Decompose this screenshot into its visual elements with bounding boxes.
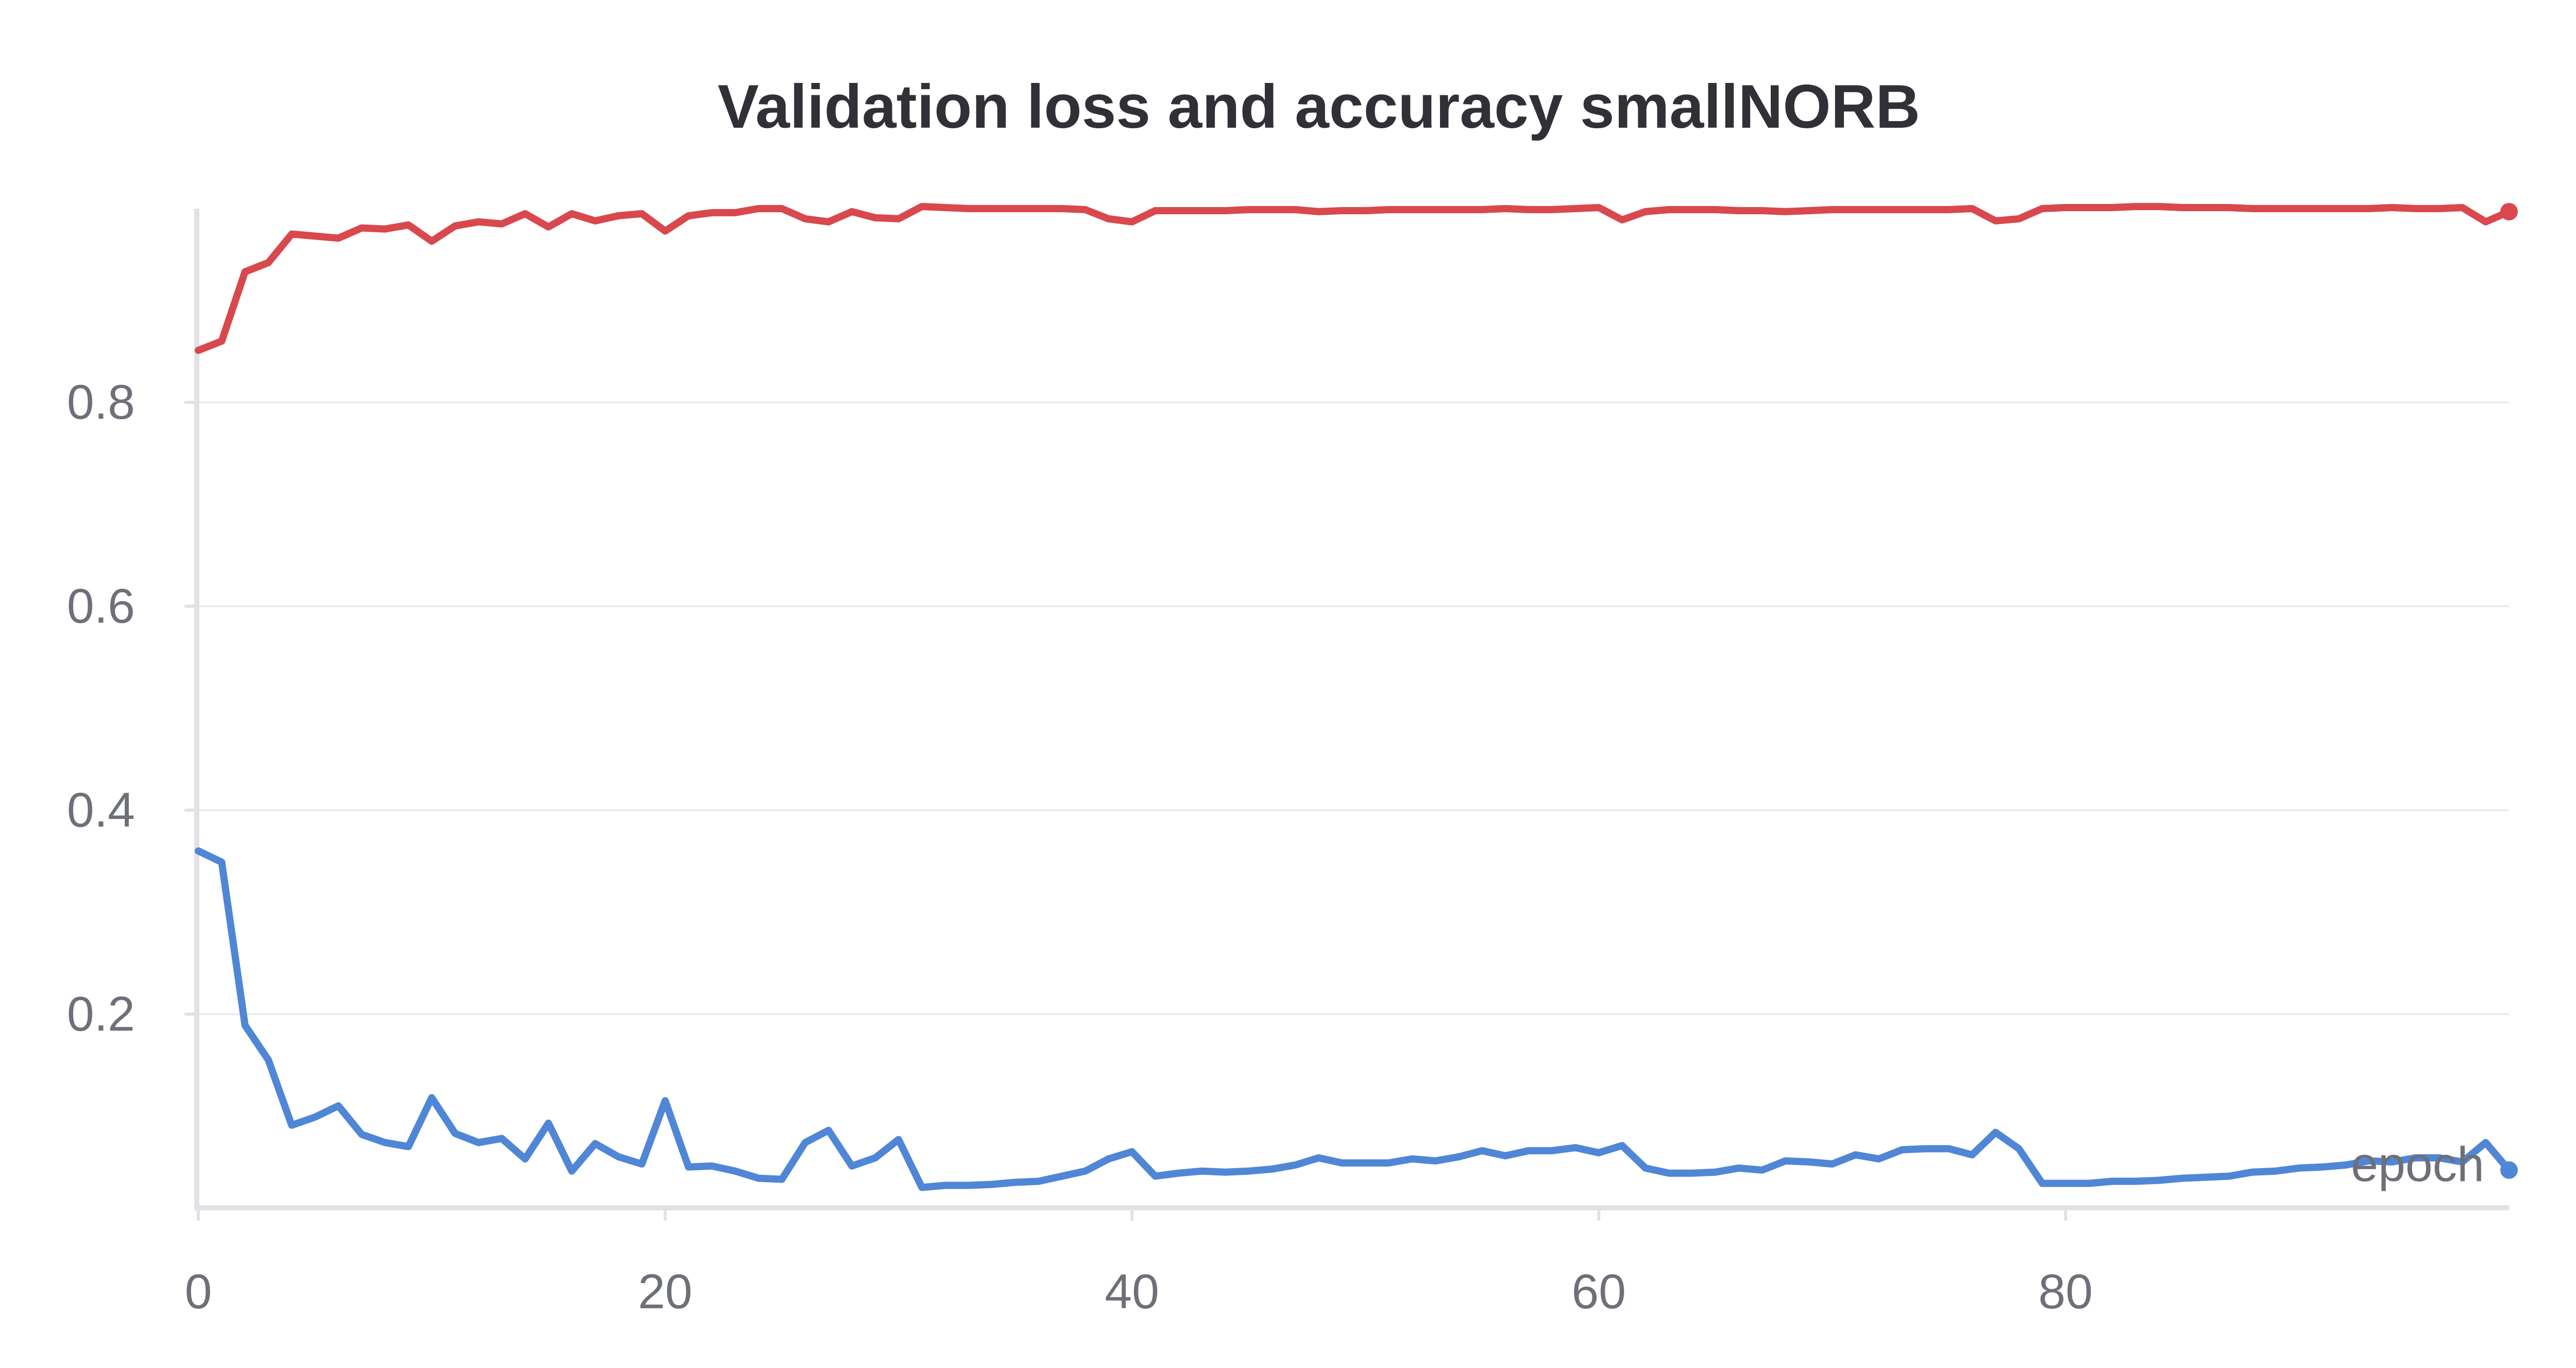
chart-title: Validation loss and accuracy smallNORB [718,72,1920,141]
x-axis-label: epoch [2351,1137,2484,1192]
x-tick-label: 20 [638,1264,692,1319]
x-tick-label: 0 [185,1264,212,1319]
y-axis-ticks: 0.2 0.4 0.6 0.8 [67,375,197,1041]
series-line-1 [195,203,2513,354]
series-line-2 [195,847,2513,1191]
x-axis-ticks: 0 20 40 60 80 [185,1208,2093,1319]
y-tick-label: 0.6 [67,579,135,634]
axes [194,209,2509,1210]
x-tick-label: 80 [2038,1264,2093,1319]
series-end-point-1 [2500,202,2518,220]
y-tick-label: 0.8 [67,375,135,430]
y-tick-label: 0.4 [67,783,135,837]
series [195,202,2518,1191]
gridlines [198,401,2509,1015]
x-tick-label: 60 [1571,1264,1626,1319]
series-end-point-2 [2500,1161,2518,1179]
x-tick-label: 40 [1105,1264,1159,1319]
y-tick-label: 0.2 [67,987,135,1041]
